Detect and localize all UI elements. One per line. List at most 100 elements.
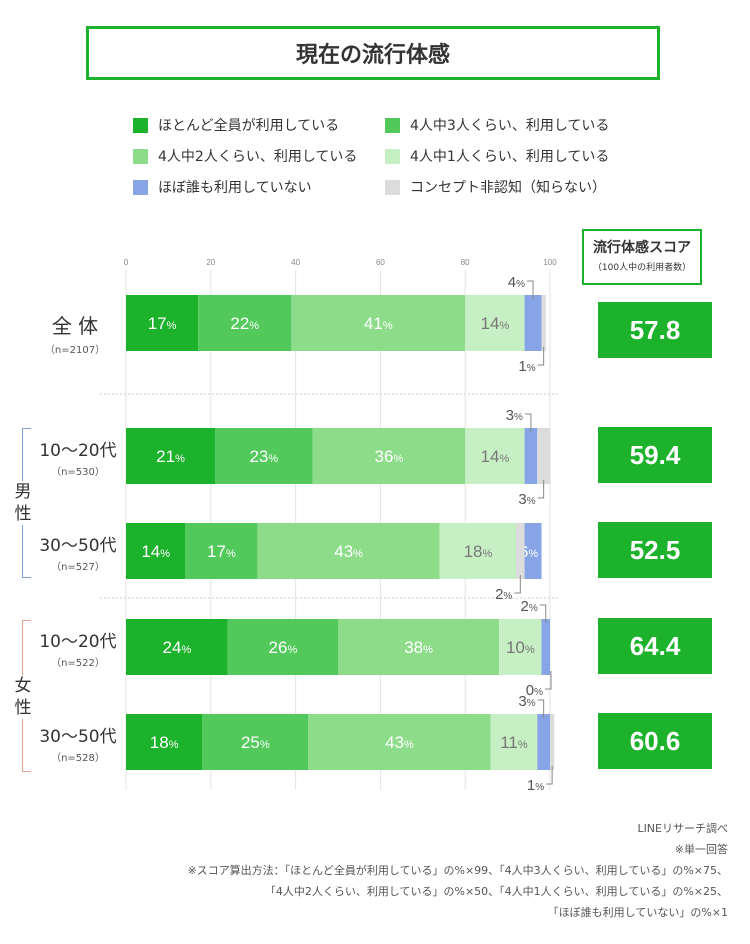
legend-swatch bbox=[133, 179, 148, 195]
data-label: 1% bbox=[518, 358, 535, 375]
bar-segment bbox=[126, 619, 228, 675]
bar-segment bbox=[291, 295, 466, 351]
legend-item: コンセプト非認知（知らない） bbox=[385, 177, 606, 197]
footer-line: 「ほぼ誰も利用していない」の%×1 bbox=[547, 906, 728, 919]
leader-line bbox=[514, 575, 521, 594]
legend-label: 4人中3人くらい、利用している bbox=[410, 118, 610, 134]
footer-line: ※単一回答 bbox=[674, 843, 728, 856]
bar-segment bbox=[516, 523, 525, 579]
bar-segment bbox=[308, 714, 491, 770]
data-label: 26% bbox=[269, 638, 298, 657]
score-value: 57.8 bbox=[598, 302, 712, 358]
bar-segment bbox=[541, 619, 550, 675]
row-sample-size: （n=530） bbox=[51, 467, 105, 478]
row-label-text: 30〜50代 bbox=[39, 536, 117, 556]
footer-line: 「4人中2人くらい、利用している」の%×50、「4人中1人くらい、利用している」… bbox=[264, 885, 728, 898]
bar-segment bbox=[550, 714, 555, 770]
bar-segment bbox=[439, 523, 517, 579]
row-label: 30〜50代 （n=528） bbox=[32, 722, 124, 764]
legend-label: ほとんど全員が利用している bbox=[158, 118, 340, 134]
bar-segment bbox=[227, 619, 338, 675]
data-label: 43% bbox=[334, 542, 363, 561]
score-header: 流行体感スコア （100人中の利用者数） bbox=[582, 229, 702, 285]
bar-segment bbox=[312, 428, 466, 484]
data-label: 14% bbox=[481, 314, 510, 333]
data-label: 17% bbox=[148, 314, 177, 333]
bar-segment bbox=[541, 295, 546, 351]
chart-title: 現在の流行体感 bbox=[86, 26, 660, 80]
bar-segment bbox=[499, 619, 542, 675]
x-tick-label: 80 bbox=[461, 258, 470, 267]
data-label: 4% bbox=[508, 274, 525, 291]
data-label: 21% bbox=[156, 447, 185, 466]
row-sample-size: （n=528） bbox=[51, 753, 105, 764]
bar-segment bbox=[126, 295, 199, 351]
bar-segment bbox=[257, 523, 440, 579]
data-label: 23% bbox=[249, 447, 278, 466]
footer-line: LINEリサーチ調べ bbox=[637, 822, 728, 835]
bar-segment bbox=[465, 295, 525, 351]
data-label: 18% bbox=[150, 733, 179, 752]
legend-item: 4人中3人くらい、利用している bbox=[385, 115, 609, 135]
x-tick-label: 40 bbox=[291, 258, 300, 267]
leader-line bbox=[545, 671, 552, 690]
bar-segment bbox=[537, 428, 550, 484]
bar-segment bbox=[198, 295, 292, 351]
score-value: 59.4 bbox=[598, 427, 712, 483]
score-value: 52.5 bbox=[598, 522, 712, 578]
row-label-text: 10〜20代 bbox=[39, 632, 117, 652]
data-label: 2% bbox=[495, 586, 512, 603]
bar-segment bbox=[126, 428, 216, 484]
bar-segment bbox=[126, 523, 186, 579]
legend-swatch bbox=[385, 117, 400, 133]
legend-item: ほぼ誰も利用していない bbox=[133, 177, 312, 197]
legend-label: コンセプト非認知（知らない） bbox=[410, 180, 606, 196]
row-label-text: 全 体 bbox=[51, 314, 99, 338]
bar-segment bbox=[490, 714, 538, 770]
data-label: 14% bbox=[481, 447, 510, 466]
data-label: 41% bbox=[364, 314, 393, 333]
row-label: 10〜20代 （n=530） bbox=[32, 436, 124, 478]
row-label: 全 体 （n=2107） bbox=[30, 310, 120, 356]
data-label: 36% bbox=[375, 447, 404, 466]
bar-segment bbox=[202, 714, 309, 770]
bar-segment bbox=[215, 428, 313, 484]
leader-line bbox=[537, 480, 545, 499]
data-label: 24% bbox=[163, 638, 192, 657]
row-sample-size: （n=527） bbox=[51, 562, 105, 573]
x-tick-label: 20 bbox=[206, 258, 215, 267]
x-tick-label: 0 bbox=[124, 258, 129, 267]
legend-swatch bbox=[385, 148, 400, 164]
data-label: 1% bbox=[527, 777, 544, 794]
footer-line: ※スコア算出方法：「ほとんど全員が利用している」の%×99、「4人中3人くらい、… bbox=[187, 864, 728, 877]
row-label: 10〜20代 （n=522） bbox=[32, 627, 124, 669]
legend-swatch bbox=[385, 179, 400, 195]
data-label: 3% bbox=[506, 407, 523, 424]
gender-label-female: 女性 bbox=[13, 675, 33, 719]
data-label: 17% bbox=[207, 542, 236, 561]
leader-line bbox=[537, 347, 545, 366]
footer-notes: LINEリサーチ調べ ※単一回答 ※スコア算出方法：「ほとんど全員が利用している… bbox=[187, 818, 728, 923]
bar-segment bbox=[465, 428, 525, 484]
row-label: 30〜50代 （n=527） bbox=[32, 531, 124, 573]
data-label: 18% bbox=[464, 542, 493, 561]
data-label: 2% bbox=[521, 598, 538, 615]
legend-label: 4人中1人くらい、利用している bbox=[410, 149, 610, 165]
legend-swatch bbox=[133, 148, 148, 164]
row-sample-size: （n=2107） bbox=[44, 345, 106, 356]
score-value: 64.4 bbox=[598, 618, 712, 674]
data-label: 3% bbox=[518, 693, 535, 710]
x-tick-label: 60 bbox=[376, 258, 385, 267]
bar-segment bbox=[537, 714, 550, 770]
row-sample-size: （n=522） bbox=[51, 658, 105, 669]
legend-label: 4人中2人くらい、利用している bbox=[158, 149, 358, 165]
legend-item: 4人中1人くらい、利用している bbox=[385, 146, 609, 166]
legend-label: ほぼ誰も利用していない bbox=[158, 180, 312, 196]
data-label: 3% bbox=[518, 491, 535, 508]
data-label: 38% bbox=[404, 638, 433, 657]
leader-line bbox=[527, 280, 534, 299]
data-label: 14% bbox=[141, 542, 170, 561]
row-label-text: 30〜50代 bbox=[39, 727, 117, 747]
data-label: 22% bbox=[230, 314, 259, 333]
